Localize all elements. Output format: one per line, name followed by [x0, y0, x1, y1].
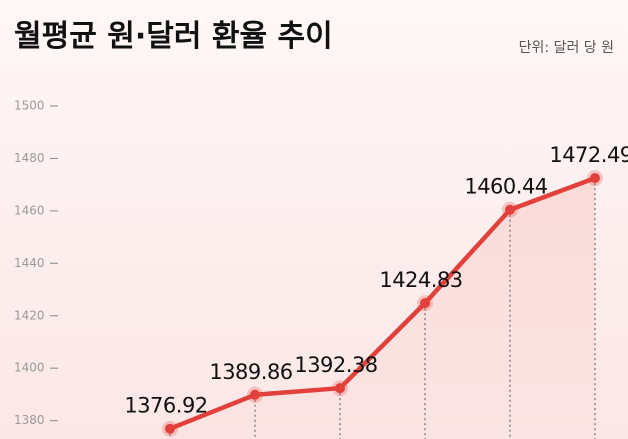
point: [250, 389, 260, 400]
value-label: 1472.49: [549, 143, 628, 167]
value-label: 1392.38: [294, 353, 377, 377]
value-label: 1389.86: [209, 360, 292, 384]
unit-label: 단위: 달러 당 원: [519, 40, 614, 56]
y-tick-label: 1380: [14, 413, 45, 427]
y-tick-label: 1400: [14, 361, 45, 375]
value-label: 1460.44: [464, 175, 547, 199]
point: [165, 423, 175, 434]
y-tick-label: 1480: [14, 151, 45, 165]
y-tick-label: 1420: [14, 308, 45, 322]
point: [420, 298, 430, 309]
chart-title: 월평균 원·달러 환율 추이: [14, 19, 333, 54]
y-tick-label: 1500: [14, 99, 45, 113]
y-tick-label: 1440: [14, 256, 45, 270]
plot: 1380 1400 1420 1440 1460 1480 1500 1376.921389.…: [14, 99, 628, 439]
value-label: 1376.92: [124, 394, 207, 418]
value-label: 1424.83: [379, 268, 462, 292]
point: [335, 383, 345, 394]
y-tick-label: 1460: [14, 203, 45, 217]
area: [170, 178, 595, 439]
line: [169, 176, 596, 431]
point: [505, 204, 515, 215]
point: [590, 173, 600, 184]
